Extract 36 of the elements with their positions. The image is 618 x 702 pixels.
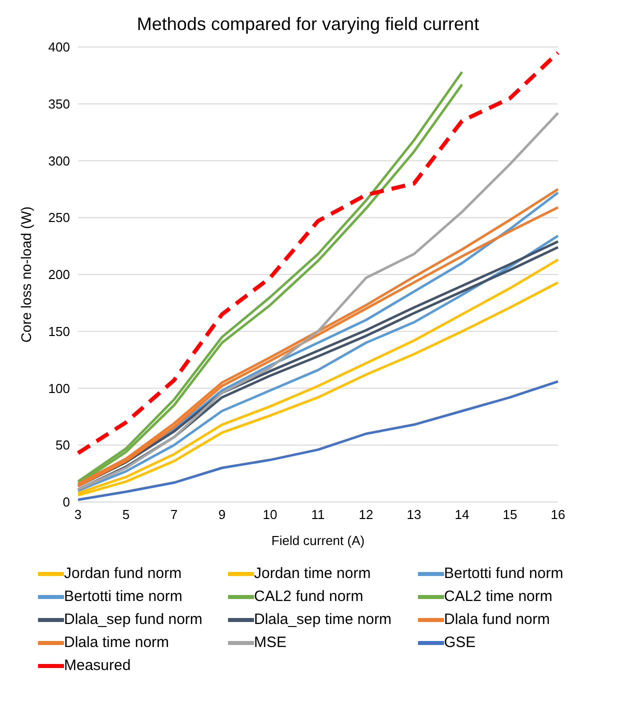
y-tick-label: 300	[48, 153, 70, 168]
legend-label: Dlala_sep time norm	[254, 611, 392, 628]
y-tick-label: 150	[48, 324, 70, 339]
y-tick-label: 200	[48, 267, 70, 282]
legend-label: Dlala_sep fund norm	[64, 611, 202, 628]
x-tick-label: 11	[311, 507, 325, 522]
legend-label: Dlala time norm	[64, 634, 170, 651]
x-tick-label: 15	[502, 507, 518, 522]
x-tick-label: 5	[122, 507, 130, 522]
y-tick-label: 250	[48, 210, 70, 226]
y-tick-label: 350	[48, 96, 70, 112]
legend-label: Dlala fund norm	[444, 611, 550, 628]
x-axis-title: Field current (A)	[271, 533, 365, 548]
legend-label: Bertotti fund norm	[444, 565, 564, 582]
legend-label: CAL2 fund norm	[254, 588, 364, 605]
y-tick-label: 0	[62, 494, 70, 510]
legend-label: Bertotti time norm	[64, 588, 182, 605]
x-tick-label: 12	[358, 507, 374, 522]
legend-label: Jordan time norm	[254, 565, 371, 582]
x-tick-label: 7	[170, 507, 178, 522]
x-tick-label: 9	[218, 507, 226, 522]
legend-label: CAL2 time norm	[444, 588, 552, 605]
y-tick-label: 400	[48, 40, 70, 55]
x-tick-label: 3	[74, 507, 82, 522]
x-tick-label: 16	[550, 507, 566, 522]
chart-title: Methods compared for varying field current	[136, 13, 480, 36]
legend-label: Jordan fund norm	[64, 565, 182, 582]
legend-label: MSE	[254, 634, 287, 651]
x-tick-label: 14	[454, 507, 470, 522]
x-tick-label: 10	[262, 507, 278, 522]
x-tick-label: 13	[406, 507, 422, 522]
legend-label: GSE	[444, 634, 476, 651]
y-axis-title: Core loss no-load (W)	[18, 206, 34, 343]
y-tick-label: 100	[48, 380, 70, 396]
y-tick-label: 50	[56, 438, 70, 453]
legend-label: Measured	[64, 657, 131, 674]
